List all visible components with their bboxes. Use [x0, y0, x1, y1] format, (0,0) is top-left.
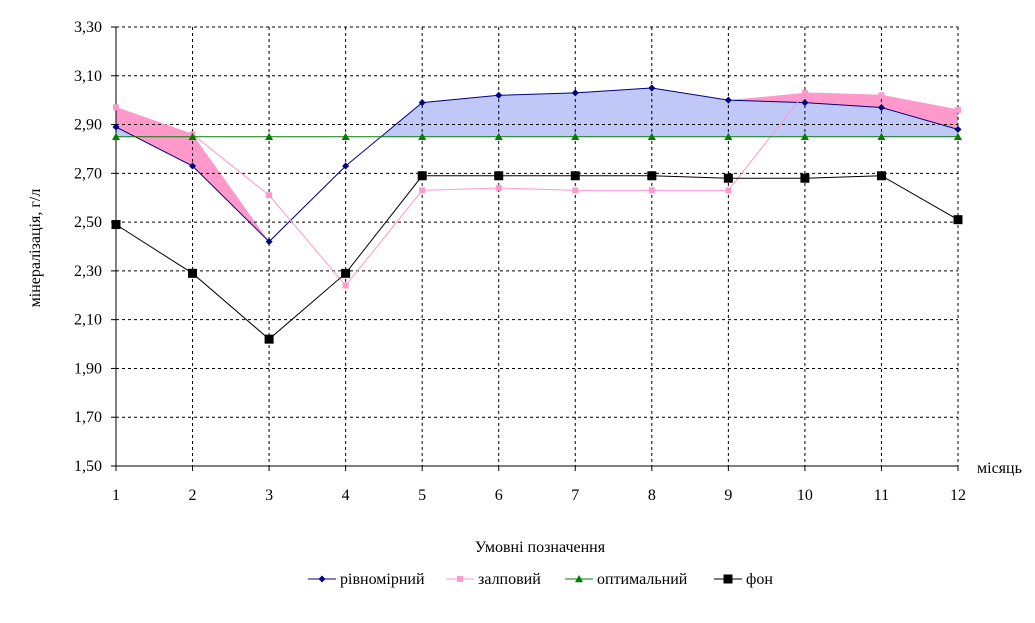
x-tick-label: 12	[950, 487, 966, 504]
series-2-point	[571, 132, 580, 140]
series-1-point	[266, 192, 273, 199]
series-0-point	[724, 96, 732, 104]
series-0-point	[877, 103, 885, 111]
legend-title: Умовні позначення	[475, 539, 606, 556]
y-tick-label: 2,30	[74, 263, 102, 280]
series-1-point	[113, 104, 119, 111]
series-2-point	[954, 132, 962, 140]
legend-label-0: рівномірний	[340, 571, 425, 588]
series-2-point	[494, 132, 503, 140]
legend-marker-1	[457, 576, 463, 582]
legend: рівномірний залповий оптимальний фон	[308, 571, 773, 588]
series-3-point	[953, 215, 963, 225]
series-line-1	[115, 92, 959, 287]
series-2-point	[112, 132, 120, 140]
series-3-point	[417, 171, 427, 181]
series-2-point	[341, 132, 350, 140]
legend-label-3: фон	[746, 571, 773, 588]
series-1-point	[572, 187, 579, 194]
series-2-point	[418, 132, 427, 140]
x-tick-label: 8	[648, 487, 656, 504]
series-1-point	[495, 184, 502, 191]
legend-marker-2	[575, 575, 583, 583]
legend-marker-0	[318, 575, 326, 583]
legend-label-1: залповий	[478, 571, 541, 588]
gridlines	[116, 26, 959, 466]
x-tick-label: 3	[265, 487, 273, 504]
legend-label-2: оптимальний	[597, 571, 688, 588]
fill-areas	[116, 87, 958, 242]
series-3-point	[647, 171, 657, 181]
y-tick-label: 3,10	[74, 68, 102, 85]
series-3-point	[494, 171, 504, 181]
series-3-point	[188, 268, 198, 278]
y-tick-label: 1,50	[74, 458, 102, 475]
series-0-point	[571, 89, 579, 97]
y-tick-label: 1,90	[74, 360, 102, 377]
series-0-point	[265, 238, 273, 246]
tick-labels: 1,50 1,70 1,90 2,10 2,30 2,50 2,70 2,90 3,10 3,30…	[74, 19, 966, 504]
series-3-point	[341, 268, 351, 278]
series-3-point	[876, 171, 886, 181]
y-tick-label: 2,70	[74, 165, 102, 182]
series-0-point	[495, 91, 503, 99]
series-line-3	[115, 175, 959, 340]
series-3-point	[111, 220, 121, 230]
series-0-point	[418, 99, 426, 107]
y-tick-label: 2,90	[74, 117, 102, 134]
x-tick-label: 1	[112, 487, 120, 504]
series-3-point	[800, 173, 810, 183]
x-tick-label: 2	[189, 487, 197, 504]
x-tick-label: 10	[797, 487, 813, 504]
series-line-0	[115, 87, 959, 243]
series-2-point	[265, 132, 274, 140]
x-tick-label: 11	[874, 487, 889, 504]
y-axis-label: мінералізація, г/л	[27, 189, 44, 308]
series-3-point	[264, 334, 274, 344]
series-2-point	[724, 132, 733, 140]
area-pink-excess-0	[116, 87, 958, 242]
series-0-point	[112, 123, 120, 131]
y-tick-label: 2,50	[74, 214, 102, 231]
series-1-point	[648, 187, 655, 194]
x-tick-label: 7	[571, 487, 579, 504]
series-2-point	[188, 132, 197, 140]
series-1-point	[955, 106, 961, 113]
series-1-point	[419, 187, 426, 194]
series-2-point	[877, 132, 886, 140]
axes	[111, 26, 959, 471]
series-0-point	[189, 162, 197, 170]
series-group	[111, 84, 963, 344]
series-3-point	[723, 173, 733, 183]
series-2-point	[647, 132, 656, 140]
series-0-point	[648, 84, 656, 92]
x-tick-label: 5	[418, 487, 426, 504]
x-tick-label: 4	[342, 487, 350, 504]
x-tick-label: 6	[495, 487, 503, 504]
series-0-point	[342, 162, 350, 170]
y-tick-label: 1,70	[74, 409, 102, 426]
series-0-point	[801, 99, 809, 107]
series-2-point	[800, 132, 809, 140]
series-3-point	[570, 171, 580, 181]
x-tick-label: 9	[724, 487, 732, 504]
series-1-point	[801, 89, 808, 96]
x-axis-label: місяць	[977, 460, 1022, 477]
series-0-point	[954, 125, 962, 133]
series-1-point	[725, 187, 732, 194]
legend-marker-3	[723, 574, 733, 584]
series-1-point	[342, 282, 349, 289]
y-tick-label: 3,30	[74, 19, 102, 36]
y-tick-label: 2,10	[74, 312, 102, 329]
series-1-point	[878, 92, 885, 99]
